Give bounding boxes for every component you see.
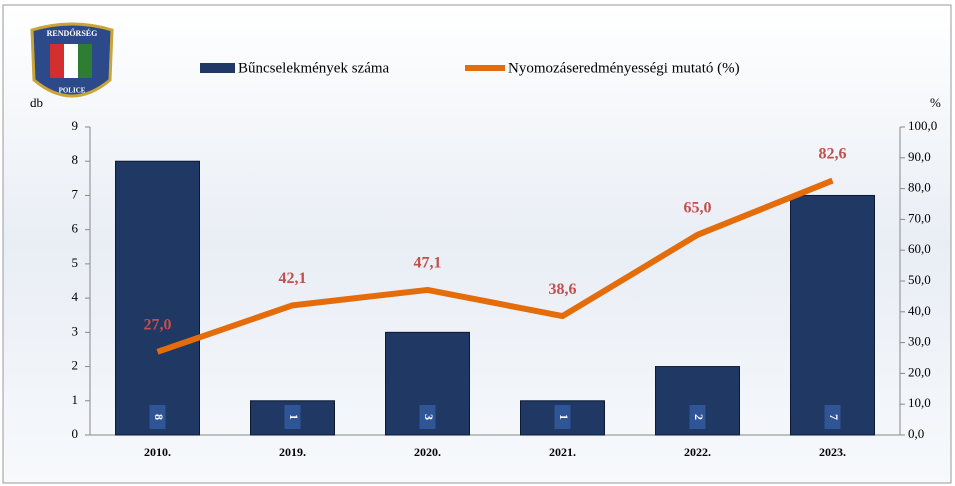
line	[156, 177, 834, 355]
y-tick-label: 6	[72, 221, 79, 236]
bar	[115, 160, 200, 436]
y2-tick-label: 40,0	[908, 303, 931, 318]
y2-tick-label: 100,0	[908, 118, 937, 133]
bar-label-box	[284, 405, 301, 429]
value-label: 38,6	[549, 281, 577, 298]
bar-label-box	[554, 405, 571, 429]
bar-label-box	[689, 405, 706, 429]
value-label: 42,1	[279, 270, 307, 287]
bar-label: 1	[287, 414, 301, 420]
x-tick-label: 2022.	[684, 445, 711, 459]
bar-label-box	[824, 405, 841, 429]
legend-label: Nyomozáseredményességi mutató (%)	[508, 60, 740, 76]
bar-label: 1	[557, 414, 571, 420]
y-tick-label: 9	[72, 118, 79, 133]
y2-tick-label: 60,0	[908, 241, 931, 256]
y-axis-label: db	[30, 95, 43, 110]
logo-stripe	[50, 44, 64, 78]
y-tick-label: 2	[72, 358, 79, 373]
y2-tick-label: 10,0	[908, 395, 931, 410]
bar-label: 8	[152, 414, 166, 420]
y-tick-label: 1	[72, 392, 79, 407]
y-tick-label: 7	[72, 186, 79, 201]
bar-label: 2	[692, 414, 706, 420]
x-tick-label: 2020.	[414, 445, 441, 459]
y-tick-label: 5	[72, 255, 79, 270]
y-tick-label: 8	[72, 152, 79, 167]
y-tick-label: 4	[72, 289, 79, 304]
value-label: 47,1	[414, 255, 442, 272]
y2-tick-label: 50,0	[908, 272, 931, 287]
y2-tick-label: 30,0	[908, 334, 931, 349]
x-tick-label: 2021.	[549, 445, 576, 459]
y-tick-label: 3	[72, 323, 79, 338]
logo: RENDŐRSÉG POLICE	[30, 22, 114, 98]
value-label: 82,6	[819, 145, 847, 162]
bar	[790, 194, 875, 436]
logo-text: RENDŐRSÉG	[47, 28, 98, 38]
y2-tick-label: 0,0	[908, 426, 924, 441]
bar-label-box	[149, 405, 166, 429]
legend-swatch	[200, 63, 235, 73]
legend-label: Bűncselekmények száma	[238, 60, 390, 76]
x-tick-label: 2010.	[144, 445, 171, 459]
bar-label-box	[419, 405, 436, 429]
logo-stripe	[64, 44, 78, 78]
bar-label: 3	[422, 414, 436, 420]
y2-axis-label: %	[930, 95, 941, 110]
y2-tick-label: 20,0	[908, 364, 931, 379]
value-label: 27,0	[144, 317, 172, 334]
bar-label: 7	[827, 414, 841, 420]
logo-text: POLICE	[59, 87, 86, 95]
y-tick-label: 0	[72, 426, 79, 441]
value-label: 65,0	[684, 199, 712, 216]
y2-tick-label: 70,0	[908, 210, 931, 225]
x-tick-label: 2023.	[819, 445, 846, 459]
x-tick-label: 2019.	[279, 445, 306, 459]
logo-stripe	[78, 44, 92, 78]
y2-tick-label: 90,0	[908, 149, 931, 164]
y2-tick-label: 80,0	[908, 180, 931, 195]
